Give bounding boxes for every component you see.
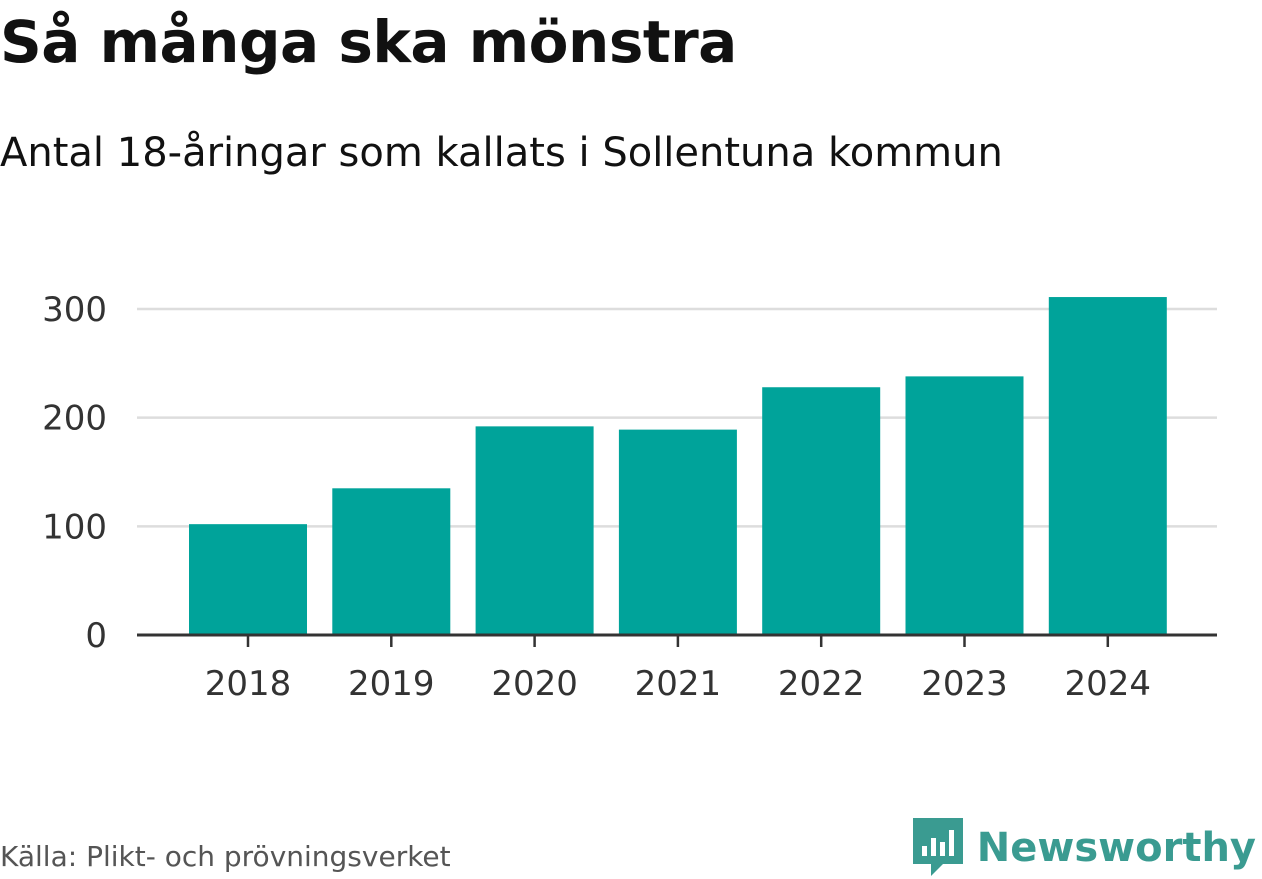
x-tick-label-2022: 2022 xyxy=(778,664,865,704)
x-tick-label-2020: 2020 xyxy=(491,664,578,704)
y-tick-label-200: 200 xyxy=(42,399,107,439)
x-tick-label-2019: 2019 xyxy=(348,664,435,704)
bar-2021 xyxy=(618,429,737,635)
source-note: Källa: Plikt- och prövningsverket xyxy=(0,840,451,873)
bar-2019 xyxy=(332,488,451,635)
y-tick-label-300: 300 xyxy=(42,290,107,330)
bar-2018 xyxy=(189,524,307,635)
x-tick-label-2023: 2023 xyxy=(921,664,1008,704)
brand-logo: Newsworthy xyxy=(912,818,1256,878)
x-tick-label-2021: 2021 xyxy=(635,664,722,704)
chart-subtitle: Antal 18-åringar som kallats i Sollentun… xyxy=(0,130,1003,176)
bar-chart-logo-icon xyxy=(912,818,963,876)
x-tick-label-2018: 2018 xyxy=(205,664,292,704)
chart-title: Så många ska mönstra xyxy=(0,8,737,76)
bar-2023 xyxy=(905,376,1024,635)
brand-name: Newsworthy xyxy=(976,825,1256,871)
bar-2022 xyxy=(762,387,881,635)
bar-2024 xyxy=(1048,297,1167,635)
x-tick-label-2024: 2024 xyxy=(1065,664,1152,704)
bar-2020 xyxy=(475,426,594,635)
y-tick-label-100: 100 xyxy=(42,507,107,547)
y-tick-label-0: 0 xyxy=(85,616,107,656)
